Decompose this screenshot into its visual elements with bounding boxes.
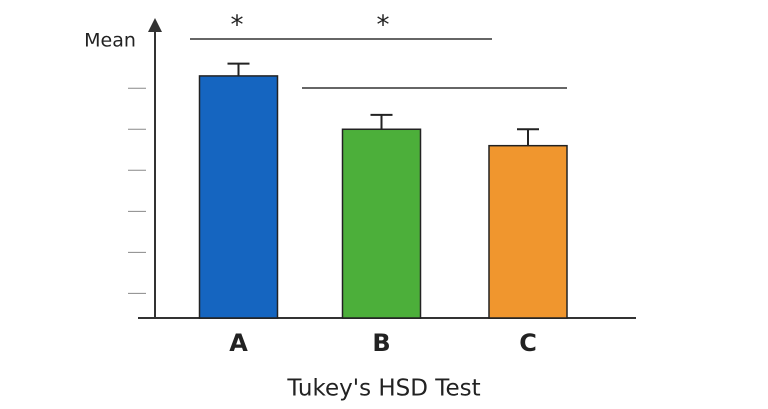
bar [341, 128, 422, 319]
significance-star: * [377, 11, 390, 41]
bar [198, 75, 279, 319]
y-axis-arrow [148, 18, 162, 32]
chart-title: Tukey's HSD Test [286, 376, 480, 402]
significance-star: * [231, 11, 244, 41]
y-axis-label: Mean [84, 30, 136, 52]
bar [488, 144, 568, 319]
x-tick-label: B [372, 329, 390, 357]
x-tick-label: C [519, 329, 537, 357]
x-tick-label: A [229, 329, 248, 357]
